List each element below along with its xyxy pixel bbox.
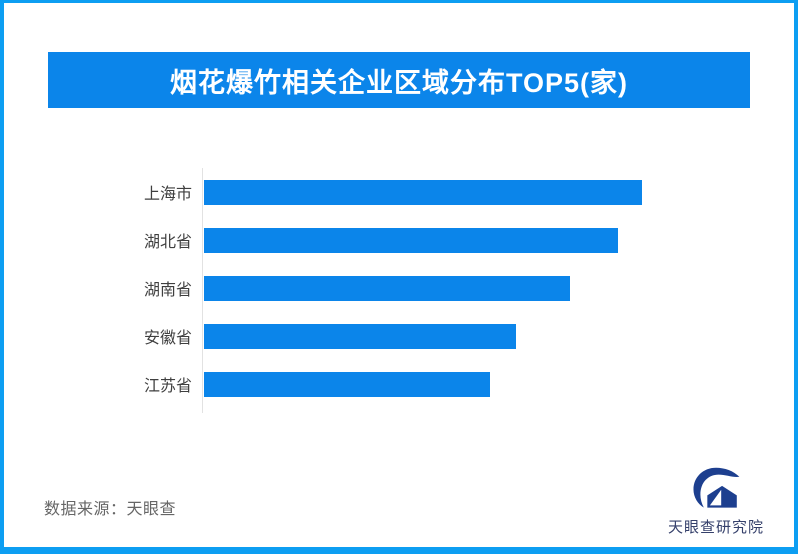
- chart-row: 上海市: [40, 168, 760, 216]
- bar: [204, 227, 618, 253]
- category-label: 上海市: [143, 186, 192, 203]
- bar: [204, 323, 516, 349]
- bar: [204, 371, 490, 397]
- bar-track: [204, 275, 760, 301]
- brand-logo-text: 天眼查研究院: [667, 519, 764, 536]
- category-label: 江苏省: [143, 378, 192, 395]
- chart-rows: 上海市湖北省湖南省安徽省江苏省: [40, 168, 760, 408]
- bar: [204, 275, 570, 301]
- chart-row: 湖北省: [40, 216, 760, 264]
- bar-track: [204, 227, 760, 253]
- y-axis-line: [202, 168, 203, 413]
- bar: [204, 179, 642, 205]
- chart-title: 烟花爆竹相关企业区域分布TOP5(家): [169, 67, 628, 98]
- category-label: 安徽省: [143, 330, 192, 347]
- bar-track: [204, 179, 760, 205]
- bar-track: [204, 371, 760, 397]
- bar-track: [204, 323, 760, 349]
- tianyancha-logo-icon: [693, 467, 740, 508]
- chart-row: 江苏省: [40, 360, 760, 408]
- chart-title-banner: 烟花爆竹相关企业区域分布TOP5(家): [48, 52, 750, 108]
- bar-chart: 上海市湖北省湖南省安徽省江苏省: [40, 168, 760, 413]
- chart-row: 湖南省: [40, 264, 760, 312]
- chart-row: 安徽省: [40, 312, 760, 360]
- brand-logo: 天眼查研究院: [656, 465, 776, 537]
- category-label: 湖南省: [143, 282, 192, 299]
- category-label: 湖北省: [143, 234, 192, 251]
- data-source-label: 数据来源：天眼查: [44, 501, 177, 518]
